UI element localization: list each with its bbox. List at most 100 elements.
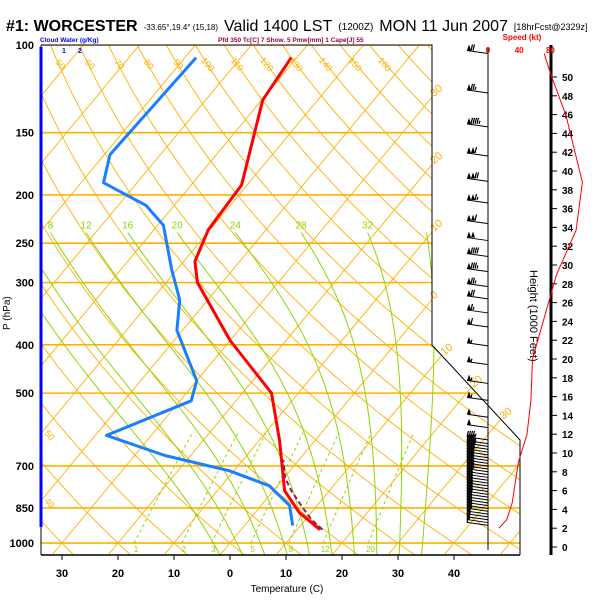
wind-barb-flag	[472, 247, 476, 254]
mixing-ratio-line	[288, 432, 340, 544]
wind-barb-flag	[470, 247, 474, 254]
wind-barb-flag	[466, 485, 470, 492]
dry-adiabat-label: 90	[171, 57, 185, 71]
dry-adiabat	[41, 45, 303, 555]
wind-barb-half	[476, 196, 479, 201]
wind-barb	[466, 247, 489, 258]
wind-barb-staff	[466, 309, 489, 314]
wind-barb-flag	[466, 473, 470, 481]
wind-barb-flag	[466, 482, 470, 489]
height-tick-label: 26	[562, 299, 574, 310]
mixing-ratio-label: 20	[366, 545, 375, 554]
wind-barb-flag	[470, 289, 474, 296]
wind-barb	[466, 445, 489, 456]
isotherm-label: 0	[428, 289, 440, 302]
moist-adiabat	[176, 232, 333, 555]
wind-barb-pennant	[471, 172, 475, 179]
isotherm-label: 10	[428, 217, 445, 234]
moist-adiabat-label: 16	[122, 221, 134, 232]
speed-tick-label: 40	[515, 46, 524, 55]
dry-adiabat-label: 50	[53, 57, 67, 71]
speed-axis-label: Speed (kt)	[503, 33, 542, 42]
wind-barb-flag	[472, 437, 476, 444]
wind-barb	[466, 430, 489, 441]
wind-barb	[466, 117, 489, 128]
wind-barb-half	[470, 358, 473, 362]
isotherm	[443, 45, 520, 555]
temperature-tick-label: 20	[112, 568, 124, 580]
height-tick-label: 6	[562, 487, 568, 498]
pressure-tick-label: 150	[16, 128, 34, 140]
wind-barb-flag	[470, 277, 474, 284]
height-tick-label: 24	[562, 317, 574, 328]
mixing-ratio-label: 12	[321, 545, 330, 554]
dry-adiabat	[41, 45, 189, 555]
wind-barb-flag	[474, 262, 478, 269]
moist-adiabat	[127, 232, 311, 555]
pressure-tick-label: 100	[16, 40, 34, 52]
wind-barb-pennant	[467, 146, 471, 153]
wind-barb-flag	[466, 513, 470, 520]
wind-barb-flag	[474, 172, 478, 179]
mixing-ratio-line	[211, 432, 267, 544]
wind-barb-flag	[468, 468, 472, 475]
forecast-label: [18hrFcst@2329z]	[514, 22, 588, 32]
pressure-tick-label: 700	[16, 461, 34, 473]
wind-barb-staff	[466, 283, 489, 288]
wind-barb-flag	[470, 459, 474, 467]
wind-barb-pennant	[467, 247, 471, 254]
dry-adiabat	[41, 45, 246, 555]
height-tick-label: 34	[562, 223, 574, 234]
wind-barb-half	[474, 86, 477, 91]
wind-barb-flag	[468, 485, 472, 492]
wind-barb-pennant	[467, 408, 471, 415]
height-tick-label: 0	[562, 543, 568, 554]
cloud-water-tick: 2	[78, 48, 82, 55]
wind-barb	[466, 303, 489, 314]
wind-barb-half	[470, 505, 473, 509]
isotherm-label: 20	[428, 150, 445, 167]
dry-adiabat	[102, 45, 520, 555]
height-tick-label: 48	[562, 92, 574, 103]
wind-barb-flag	[470, 465, 474, 472]
wind-barb-flag	[466, 434, 470, 441]
pressure-tick-label: 1000	[10, 538, 34, 550]
wind-barb-flag	[472, 440, 476, 447]
wind-barb	[466, 289, 489, 300]
height-tick-label: 32	[562, 242, 574, 253]
wind-barb-flag	[470, 437, 474, 444]
temperature-tick-label: 20	[336, 568, 348, 580]
wind-barb-flag	[470, 44, 474, 51]
moist-adiabat-label: 12	[80, 221, 92, 232]
wind-barb-flag	[472, 277, 476, 284]
moist-adiabat-label: 32	[362, 221, 374, 232]
wind-barb-flag	[466, 468, 470, 475]
dry-adiabat	[216, 45, 520, 555]
wind-barb-flag	[468, 493, 472, 500]
wind-barb-staff	[466, 237, 489, 242]
wind-barb-flag	[472, 83, 476, 91]
dry-adiabat	[302, 45, 520, 555]
wind-barb-flag	[470, 262, 474, 269]
dry-adiabat-label: 120	[258, 55, 275, 73]
dry-adiabat	[131, 45, 520, 555]
temperature-tick-label: 10	[280, 568, 292, 580]
wind-barb-flag	[466, 502, 470, 509]
wind-barb	[466, 507, 489, 518]
wind-barb-staff	[466, 268, 489, 273]
wind-barb-flag	[472, 445, 476, 453]
moist-adiabat	[85, 232, 288, 555]
wind-barb	[466, 277, 489, 288]
wind-barb-flag	[470, 479, 474, 486]
wind-barb-pennant	[467, 418, 471, 425]
wind-barb-flag	[468, 499, 472, 506]
wind-barb	[466, 355, 489, 366]
wind-barb-pennant	[467, 262, 471, 269]
wind-barb-half	[470, 496, 473, 501]
wind-barb-flag	[466, 437, 470, 444]
wind-barb-half	[470, 499, 473, 503]
wind-barb-half	[472, 459, 475, 464]
wind-barb-pennant	[467, 355, 471, 362]
station-title: #1: WORCESTER	[6, 18, 138, 35]
wind-barb-pennant	[467, 336, 471, 343]
